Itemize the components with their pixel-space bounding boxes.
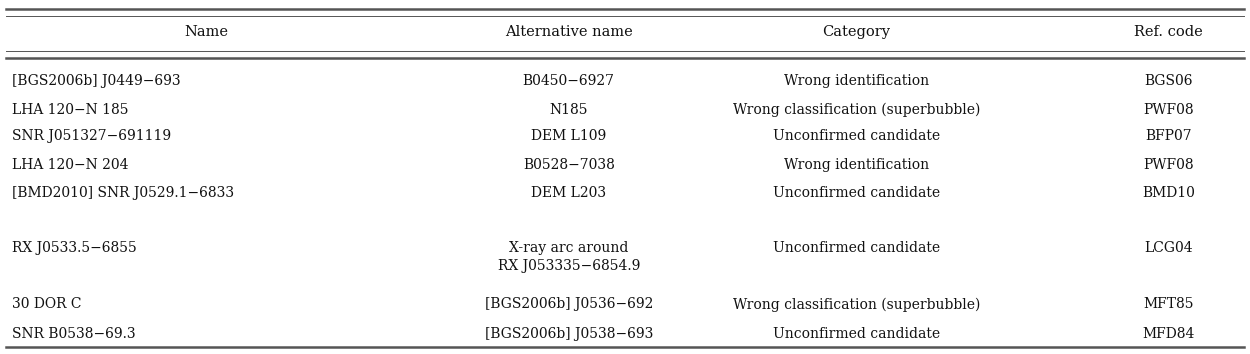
Text: Wrong identification: Wrong identification: [784, 74, 929, 88]
Text: X-ray arc around
RX J053335−6854.9: X-ray arc around RX J053335−6854.9: [498, 241, 640, 273]
Text: Unconfirmed candidate: Unconfirmed candidate: [772, 129, 940, 143]
Text: DEM L203: DEM L203: [531, 186, 606, 200]
Text: PWF08: PWF08: [1144, 158, 1194, 172]
Text: Unconfirmed candidate: Unconfirmed candidate: [772, 327, 940, 342]
Text: Category: Category: [822, 25, 890, 39]
Text: Wrong classification (superbubble): Wrong classification (superbubble): [732, 103, 980, 117]
Text: Wrong identification: Wrong identification: [784, 158, 929, 172]
Text: [BGS2006b] J0536−692: [BGS2006b] J0536−692: [485, 297, 652, 312]
Text: BMD10: BMD10: [1142, 186, 1195, 200]
Text: B0528−7038: B0528−7038: [522, 158, 615, 172]
Text: Unconfirmed candidate: Unconfirmed candidate: [772, 186, 940, 200]
Text: LHA 120−N 185: LHA 120−N 185: [12, 103, 129, 117]
Text: SNR B0538−69.3: SNR B0538−69.3: [12, 327, 136, 342]
Text: PWF08: PWF08: [1144, 103, 1194, 117]
Text: MFT85: MFT85: [1144, 297, 1194, 312]
Text: [BMD2010] SNR J0529.1−6833: [BMD2010] SNR J0529.1−6833: [12, 186, 235, 200]
Text: [BGS2006b] J0538−693: [BGS2006b] J0538−693: [485, 327, 652, 342]
Text: SNR J051327−691119: SNR J051327−691119: [12, 129, 171, 143]
Text: BFP07: BFP07: [1145, 129, 1192, 143]
Text: B0450−6927: B0450−6927: [522, 74, 615, 88]
Text: RX J0533.5−6855: RX J0533.5−6855: [12, 241, 138, 255]
Text: LCG04: LCG04: [1145, 241, 1192, 255]
Text: Alternative name: Alternative name: [505, 25, 632, 39]
Text: Ref. code: Ref. code: [1135, 25, 1202, 39]
Text: Name: Name: [184, 25, 229, 39]
Text: MFD84: MFD84: [1142, 327, 1195, 342]
Text: N185: N185: [550, 103, 588, 117]
Text: DEM L109: DEM L109: [531, 129, 606, 143]
Text: LHA 120−N 204: LHA 120−N 204: [12, 158, 129, 172]
Text: [BGS2006b] J0449−693: [BGS2006b] J0449−693: [12, 74, 181, 88]
Text: BGS06: BGS06: [1145, 74, 1192, 88]
Text: Unconfirmed candidate: Unconfirmed candidate: [772, 241, 940, 255]
Text: 30 DOR C: 30 DOR C: [12, 297, 82, 312]
Text: Wrong classification (superbubble): Wrong classification (superbubble): [732, 297, 980, 312]
